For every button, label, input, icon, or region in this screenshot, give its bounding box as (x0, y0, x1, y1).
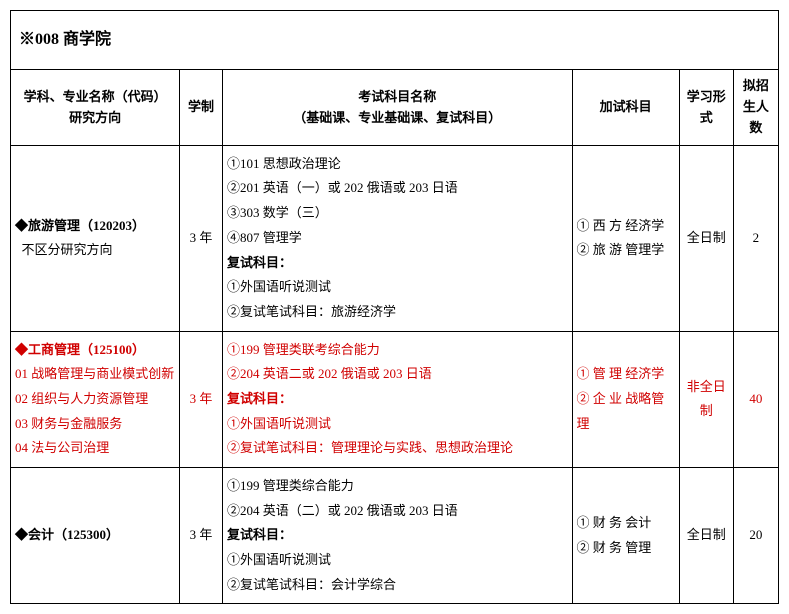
col-extra: 加试科目 (572, 70, 679, 145)
table-row: ◆旅游管理（120203） 不区分研究方向3 年①101 思想政治理论②201 … (11, 145, 779, 331)
major-cell: ◆会计（125300） (11, 468, 180, 604)
col-quota: 拟招生人数 (733, 70, 778, 145)
subjects-cell: ①199 管理类联考综合能力②204 英语二或 202 俄语或 203 日语复试… (222, 331, 572, 467)
duration-cell: 3 年 (180, 468, 223, 604)
col-study-mode: 学习形式 (679, 70, 733, 145)
quota-cell: 2 (733, 145, 778, 331)
column-header-row: 学科、专业名称（代码）研究方向 学制 考试科目名称（基础课、专业基础课、复试科目… (11, 70, 779, 145)
major-cell: ◆工商管理（125100）01 战略管理与商业模式创新02 组织与人力资源管理0… (11, 331, 180, 467)
study-mode-cell: 全日制 (679, 145, 733, 331)
study-mode-cell: 非全日制 (679, 331, 733, 467)
department-header-row: ※008 商学院 (11, 11, 779, 70)
extra-cell: ① 管 理 经济学② 企 业 战略管理 (572, 331, 679, 467)
table-row: ◆会计（125300）3 年①199 管理类综合能力②204 英语（二）或 20… (11, 468, 779, 604)
subjects-cell: ①199 管理类综合能力②204 英语（二）或 202 俄语或 203 日语复试… (222, 468, 572, 604)
quota-cell: 40 (733, 331, 778, 467)
extra-cell: ① 财 务 会计② 财 务 管理 (572, 468, 679, 604)
col-major: 学科、专业名称（代码）研究方向 (11, 70, 180, 145)
department-header: ※008 商学院 (11, 11, 779, 70)
col-duration: 学制 (180, 70, 223, 145)
study-mode-cell: 全日制 (679, 468, 733, 604)
extra-cell: ① 西 方 经济学② 旅 游 管理学 (572, 145, 679, 331)
quota-cell: 20 (733, 468, 778, 604)
table-row: ◆工商管理（125100）01 战略管理与商业模式创新02 组织与人力资源管理0… (11, 331, 779, 467)
duration-cell: 3 年 (180, 145, 223, 331)
major-cell: ◆旅游管理（120203） 不区分研究方向 (11, 145, 180, 331)
duration-cell: 3 年 (180, 331, 223, 467)
subjects-cell: ①101 思想政治理论②201 英语（一）或 202 俄语或 203 日语③30… (222, 145, 572, 331)
admissions-table: ※008 商学院 学科、专业名称（代码）研究方向 学制 考试科目名称（基础课、专… (10, 10, 779, 604)
col-subjects: 考试科目名称（基础课、专业基础课、复试科目） (222, 70, 572, 145)
page-container: ※008 商学院 学科、专业名称（代码）研究方向 学制 考试科目名称（基础课、专… (0, 0, 789, 614)
